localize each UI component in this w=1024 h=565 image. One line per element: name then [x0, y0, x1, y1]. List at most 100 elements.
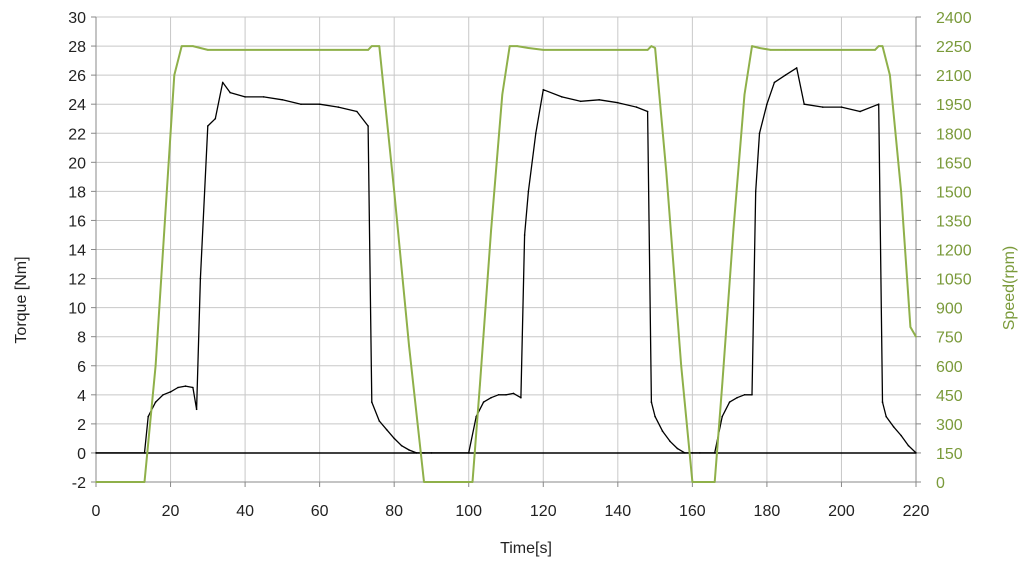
speed-data-point [423, 481, 425, 483]
torque-data-point [885, 415, 887, 418]
torque-data-point [598, 99, 600, 101]
speed-data-point [900, 190, 902, 193]
torque-data-point [561, 96, 563, 98]
torque-data-point [784, 74, 787, 76]
torque-data-point [229, 91, 231, 94]
speed-data-point [680, 365, 682, 367]
torque-data-point [900, 434, 902, 437]
torque-data-point [162, 394, 164, 396]
torque-data-point [385, 428, 388, 431]
torque-data-point [184, 385, 187, 387]
y2-tick-label: 1350 [936, 213, 972, 230]
torque-data-point [221, 81, 224, 84]
torque-data-point [337, 106, 340, 108]
speed-data-point [542, 49, 545, 51]
y-tick-label: 8 [77, 330, 86, 347]
torque-data-point [773, 81, 776, 84]
y-tick-label: 2 [77, 417, 86, 434]
speed-data-point [840, 49, 843, 51]
y2-tick-label: 1200 [936, 243, 972, 260]
torque-data-point [795, 67, 798, 69]
speed-series-line [96, 45, 917, 483]
torque-data-point [400, 444, 403, 447]
x-tick-label: 180 [754, 503, 781, 520]
bottom-tick-labels: 0 20 40 60 80 100 120 140 160 180 200 220 [92, 503, 930, 520]
speed-data-point [915, 335, 917, 338]
speed-data-point [654, 47, 656, 49]
y-tick-label: 28 [68, 39, 86, 56]
x-tick-label: 160 [679, 503, 706, 520]
torque-data-point [371, 401, 373, 403]
speed-data-point [881, 45, 884, 47]
torque-data-point [195, 408, 198, 411]
torque-data-point [676, 447, 679, 450]
speed-data-point [180, 45, 183, 47]
torque-data-point [635, 106, 638, 108]
speed-data-point [244, 49, 246, 51]
speed-data-point [732, 229, 735, 231]
torque-data-point [650, 401, 653, 403]
y-tick-label: 10 [68, 301, 86, 318]
y2-tick-label: 1650 [936, 155, 972, 172]
torque-data-point [617, 101, 619, 104]
speed-data-point [166, 190, 168, 193]
speed-data-point [758, 47, 761, 49]
torque-data-point [646, 110, 649, 113]
torque-data-point [199, 277, 202, 280]
speed-data-point [665, 171, 668, 173]
x-tick-label: 100 [455, 503, 482, 520]
torque-data-point [95, 452, 97, 454]
speed-data-point [889, 74, 891, 76]
right-tick-labels: 0 150 300 450 600 750 900 1050 1200 1350 1500 1650 1… [936, 10, 972, 492]
y2-tick-label: 1950 [936, 97, 972, 114]
speed-data-point [393, 190, 396, 193]
torque-data-point [393, 437, 396, 440]
axes-layer [91, 16, 921, 487]
speed-data-point [877, 45, 880, 47]
speed-data-point [367, 49, 369, 51]
speed-data-point [471, 481, 474, 483]
torque-data-point [520, 396, 522, 399]
torque-data-point [743, 394, 746, 396]
speed-data-point [650, 45, 653, 47]
speed-data-point [713, 481, 716, 483]
torque-data-point [766, 103, 768, 105]
torque-data-point [300, 103, 302, 105]
y2-tick-label: 150 [936, 446, 963, 463]
torque-data-point [803, 103, 805, 105]
speed-data-point [479, 384, 481, 386]
torque-data-point [840, 106, 843, 108]
speed-data-point [527, 47, 530, 49]
torque-data-point [822, 106, 824, 108]
torque-data-point [669, 440, 671, 443]
torque-data-point [177, 386, 179, 389]
y2-tick-label: 2250 [936, 39, 972, 56]
y-tick-label: 24 [68, 97, 86, 114]
speed-data-point [95, 481, 97, 483]
torque-data-point [430, 452, 433, 454]
y-axis-title: Torque [Nm] [13, 256, 30, 343]
speed-data-point [617, 49, 619, 51]
torque-data-point [497, 394, 500, 396]
torque-data-point [356, 110, 358, 113]
torque-data-point [527, 190, 530, 193]
speed-data-point [318, 49, 321, 51]
torque-data-point [579, 100, 582, 103]
x-tick-label: 80 [385, 503, 403, 520]
torque-data-point [523, 234, 526, 236]
x-tick-label: 40 [236, 503, 254, 520]
y-tick-label: -2 [72, 475, 86, 492]
torque-data-point [751, 394, 753, 396]
speed-data-point [784, 49, 787, 51]
y-tick-label: 22 [68, 126, 86, 143]
torque-data-point [542, 88, 545, 91]
x-tick-label: 60 [311, 503, 329, 520]
speed-data-point [743, 93, 746, 96]
speed-data-point [691, 481, 694, 483]
speed-data-point [192, 45, 194, 47]
y2-tick-label: 0 [936, 475, 945, 492]
torque-data-point [654, 415, 656, 418]
x-tick-label: 220 [903, 503, 930, 520]
